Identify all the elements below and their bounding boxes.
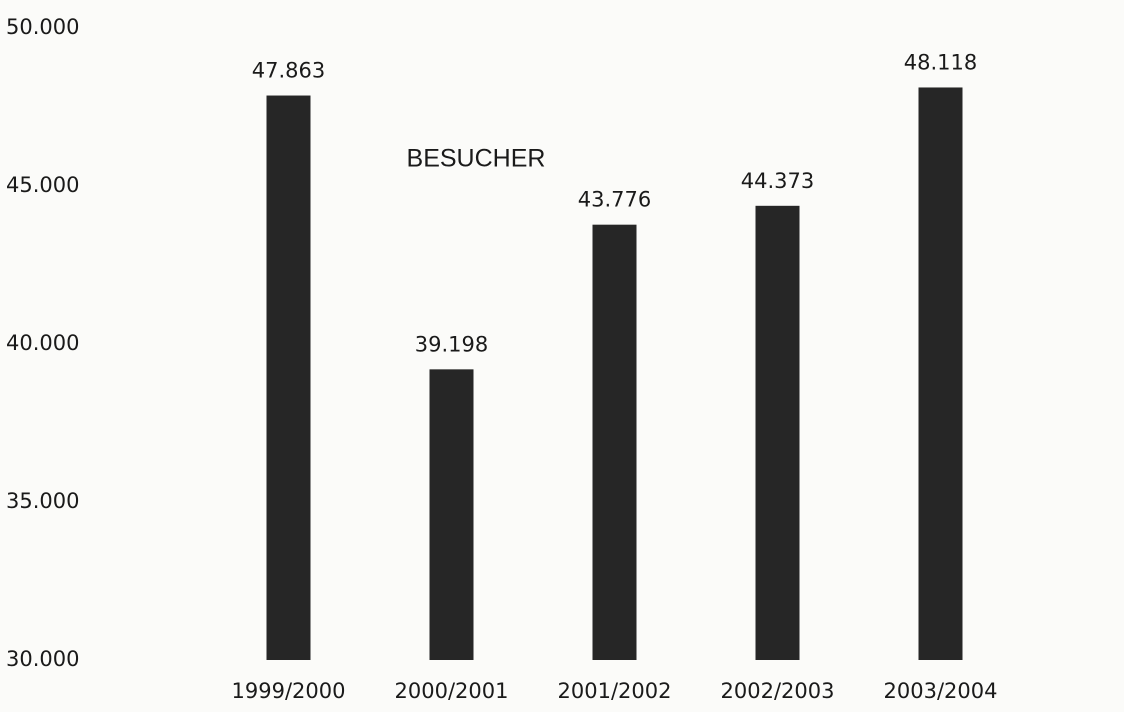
bar xyxy=(266,95,311,661)
bar xyxy=(755,205,800,660)
y-tick-label: 45.000 xyxy=(6,173,79,197)
value-label: 44.373 xyxy=(741,169,814,193)
x-tick-label: 2003/2004 xyxy=(884,679,998,703)
chart-title: BESUCHER xyxy=(407,145,546,173)
bar xyxy=(918,87,963,661)
bar xyxy=(429,369,474,660)
y-tick-label: 35.000 xyxy=(6,489,79,513)
x-tick-label: 2001/2002 xyxy=(558,679,672,703)
value-label: 47.863 xyxy=(252,59,325,83)
value-label: 48.118 xyxy=(904,50,977,74)
value-label: 43.776 xyxy=(578,188,651,212)
y-tick-label: 50.000 xyxy=(6,15,79,39)
y-tick-label: 30.000 xyxy=(6,647,79,671)
x-tick-label: 2000/2001 xyxy=(395,679,509,703)
x-tick-label: 1999/2000 xyxy=(232,679,346,703)
value-label: 39.198 xyxy=(415,332,488,356)
bar xyxy=(592,224,637,660)
x-tick-label: 2002/2003 xyxy=(721,679,835,703)
y-tick-label: 40.000 xyxy=(6,331,79,355)
